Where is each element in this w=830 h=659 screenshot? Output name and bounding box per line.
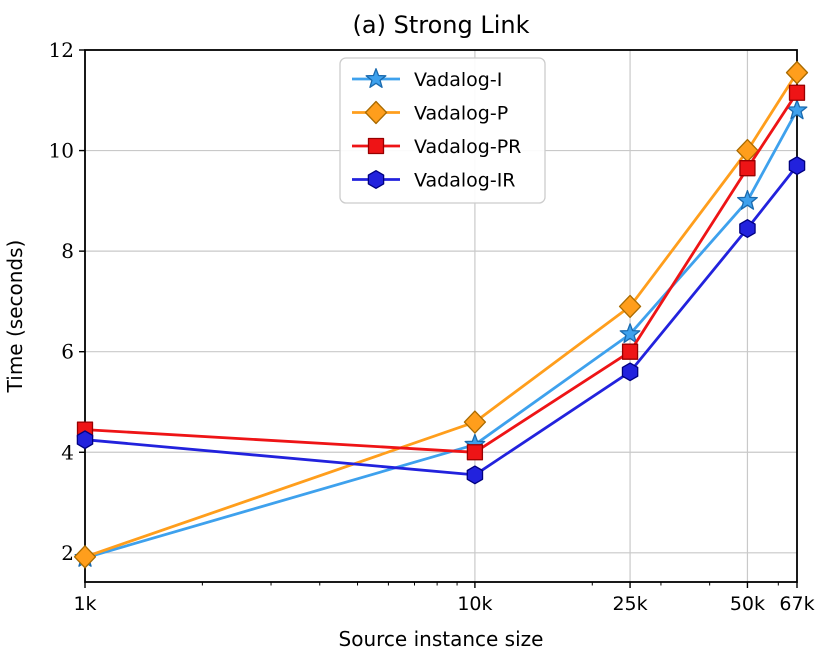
legend-label: Vadalog-PR [414, 136, 521, 158]
y-tick-label: 2 [61, 541, 74, 565]
legend-label: Vadalog-IR [414, 170, 516, 192]
square-marker [367, 137, 385, 155]
hexagon-marker [466, 465, 484, 485]
square-marker [739, 160, 756, 177]
square-marker [621, 343, 639, 360]
hexagon-marker [739, 219, 756, 238]
data-series [73, 60, 809, 569]
series-vadalog-ir [76, 156, 806, 485]
x-tick-label: 50k [730, 593, 765, 615]
x-tick-label: 10k [457, 593, 492, 615]
hexagon-marker [76, 430, 94, 450]
square-marker [466, 444, 484, 461]
star-marker [786, 99, 808, 120]
chart-title: (a) Strong Link [353, 11, 530, 39]
y-axis-label: Time (seconds) [3, 240, 27, 394]
star-marker [737, 189, 758, 210]
y-tick-label: 6 [61, 340, 74, 364]
star-marker [365, 68, 387, 88]
series-vadalog-p [73, 60, 809, 569]
diamond-marker [463, 410, 487, 434]
plot-border [84, 49, 798, 583]
grid-lines [85, 50, 797, 582]
diamond-marker [618, 294, 642, 319]
x-axis-label: Source instance size [339, 627, 544, 651]
y-tick-label: 8 [61, 239, 74, 263]
x-tick-label: 1k [73, 593, 96, 615]
legend-label: Vadalog-I [414, 69, 502, 91]
legend-item-vadalog-ir: Vadalog-IR [352, 170, 516, 192]
diamond-marker [73, 545, 97, 569]
legend-item-vadalog-i: Vadalog-I [352, 68, 502, 91]
x-tick-label: 25k [612, 593, 647, 615]
tick-labels: 2 4 6 8 10 12 1k 10k 25k 50k 67k [49, 38, 815, 615]
square-marker [788, 84, 806, 101]
diamond-marker [785, 60, 809, 85]
diamond-marker [364, 100, 388, 125]
x-tick-label: 67k [779, 593, 814, 615]
legend-item-vadalog-pr: Vadalog-PR [352, 136, 521, 158]
y-tick-label: 12 [49, 38, 74, 62]
hexagon-marker [788, 156, 806, 176]
hexagon-marker [621, 362, 639, 382]
y-tick-label: 10 [49, 139, 74, 163]
hexagon-marker [367, 170, 385, 189]
legend-label: Vadalog-P [414, 103, 508, 125]
y-tick-label: 4 [61, 440, 74, 464]
star-marker [619, 323, 641, 344]
legend-box [339, 57, 546, 204]
legend-item-vadalog-p: Vadalog-P [352, 100, 508, 125]
legend: Vadalog-I Vadalog-P Vadalog-PR Vadalog-IR [339, 57, 546, 204]
